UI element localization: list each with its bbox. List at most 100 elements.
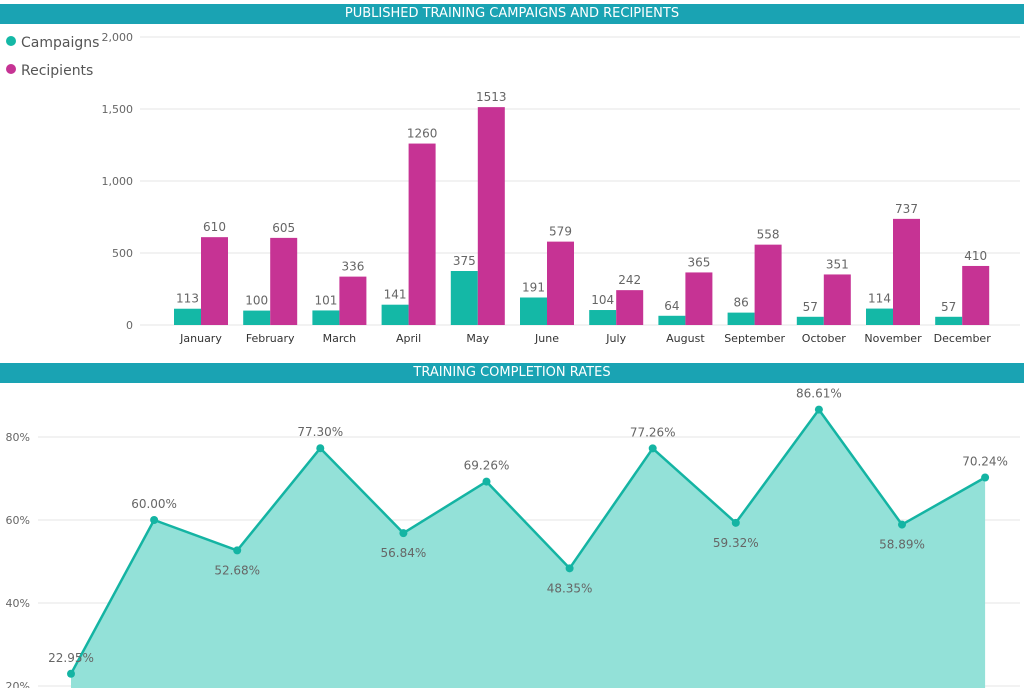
- bar-xtick-label: May: [466, 332, 489, 345]
- bar-data-label: 375: [453, 254, 476, 268]
- bar-data-label: 1513: [476, 90, 507, 104]
- completion-rate-point: [898, 520, 906, 529]
- bar-campaigns: [243, 310, 271, 325]
- bar-data-label: 410: [964, 249, 987, 263]
- completion-rate-point: [233, 546, 242, 555]
- bar-data-label: 141: [384, 288, 407, 302]
- bar-recipients: [408, 143, 436, 325]
- completion-rate-point: [981, 473, 990, 482]
- bar-xtick-label: October: [802, 332, 846, 345]
- completion-rate-label: 77.30%: [297, 425, 343, 439]
- completion-rate-label: 48.35%: [547, 581, 593, 595]
- bar-campaigns: [520, 297, 547, 325]
- bar-data-label: 558: [757, 228, 780, 242]
- completion-rate-label: 22.95%: [48, 651, 94, 665]
- area-ytick-label: 60%: [6, 514, 30, 527]
- legend-dot-recipients: [6, 64, 16, 74]
- bar-data-label: 365: [687, 255, 710, 269]
- completion-rate-label: 86.61%: [796, 387, 842, 401]
- completion-rate-label: 70.24%: [962, 455, 1008, 469]
- bar-ytick-label: 1,500: [102, 103, 134, 116]
- bar-campaigns: [727, 312, 755, 325]
- bar-xtick-label: December: [934, 332, 992, 345]
- bar-data-label: 114: [868, 292, 891, 306]
- bar-data-label: 605: [272, 221, 295, 235]
- bar-campaigns: [796, 316, 824, 325]
- bar-chart: 0 500 1,000 1,500 2,000 113 610 January 100 605 Fe…: [102, 31, 1020, 345]
- bar-data-label: 579: [549, 225, 572, 239]
- bar-data-label: 57: [941, 300, 956, 314]
- bar-campaigns: [312, 310, 340, 325]
- completion-rate-label: 60.00%: [131, 497, 177, 511]
- bar-xtick-label: January: [179, 332, 222, 345]
- area-chart-title: TRAINING COMPLETION RATES: [0, 363, 1024, 383]
- completion-rate-point: [482, 477, 491, 486]
- area-ytick-label: 40%: [6, 597, 30, 610]
- bar-ytick-label: 0: [126, 319, 133, 332]
- legend-item-campaigns[interactable]: Campaigns: [6, 35, 99, 51]
- bar-recipients: [201, 237, 228, 325]
- bar-campaigns: [935, 316, 963, 325]
- completion-rate-label: 52.68%: [214, 563, 260, 577]
- bar-xtick-label: September: [724, 332, 785, 345]
- bar-campaigns: [658, 315, 686, 325]
- bar-xtick-label: July: [605, 332, 626, 345]
- bar-recipients: [616, 290, 644, 325]
- bar-recipients: [685, 272, 713, 325]
- completion-rate-point: [67, 669, 75, 678]
- bar-data-label: 737: [895, 202, 918, 216]
- area-ytick-label: 80%: [6, 431, 30, 444]
- bar-campaigns: [174, 308, 201, 325]
- bar-data-label: 100: [245, 294, 268, 308]
- bar-campaigns: [450, 271, 478, 325]
- completion-rate-label: 56.84%: [381, 546, 427, 560]
- bar-recipients: [339, 276, 367, 325]
- bar-recipients: [823, 274, 851, 325]
- bar-recipients: [270, 237, 298, 325]
- legend-item-recipients[interactable]: Recipients: [6, 63, 93, 79]
- completion-rate-label: 69.26%: [464, 459, 510, 473]
- completion-rate-line: [69, 408, 986, 675]
- bar-data-label: 113: [176, 292, 199, 306]
- bar-data-label: 191: [522, 280, 545, 294]
- bar-recipients: [962, 265, 990, 325]
- completion-rate-point: [399, 529, 408, 538]
- bar-data-label: 610: [203, 220, 226, 234]
- area-fill: [71, 409, 986, 688]
- area-ytick-label: 20%: [6, 680, 30, 688]
- completion-rate-point: [814, 405, 823, 414]
- bar-campaigns: [866, 308, 893, 325]
- bar-recipients: [893, 218, 920, 325]
- bar-data-label: 336: [341, 260, 364, 274]
- bar-data-label: 351: [826, 257, 849, 271]
- bar-xtick-label: March: [323, 332, 357, 345]
- completion-rate-label: 77.26%: [630, 425, 676, 439]
- bar-data-label: 57: [803, 300, 818, 314]
- bar-xtick-label: November: [864, 332, 922, 345]
- completion-rate-label: 58.89%: [879, 538, 925, 552]
- completion-rate-point: [565, 564, 574, 573]
- bar-data-label: 64: [664, 299, 679, 313]
- completion-rate-point: [316, 444, 325, 453]
- bar-data-label: 101: [314, 293, 337, 307]
- bar-xtick-label: April: [396, 332, 421, 345]
- bar-recipients: [477, 107, 505, 326]
- bar-xtick-label: February: [246, 332, 295, 345]
- bar-campaigns: [381, 304, 409, 325]
- bar-ytick-label: 2,000: [102, 31, 134, 44]
- bar-xtick-label: August: [666, 332, 705, 345]
- bar-data-label: 86: [733, 296, 748, 310]
- completion-rate-label: 59.32%: [713, 536, 759, 550]
- completion-rate-point: [648, 444, 657, 453]
- bar-recipients: [547, 241, 574, 325]
- legend-label-recipients: Recipients: [21, 63, 94, 79]
- bar-ytick-label: 500: [112, 247, 133, 260]
- legend-label-campaigns: Campaigns: [21, 35, 100, 51]
- bar-data-label: 104: [591, 293, 614, 307]
- bar-data-label: 242: [618, 273, 641, 287]
- bar-data-label: 1260: [407, 127, 438, 141]
- completion-rate-point: [731, 518, 740, 527]
- completion-rate-point: [150, 516, 159, 524]
- bar-ytick-label: 1,000: [102, 175, 134, 188]
- bar-chart-title: PUBLISHED TRAINING CAMPAIGNS AND RECIPIE…: [0, 4, 1024, 24]
